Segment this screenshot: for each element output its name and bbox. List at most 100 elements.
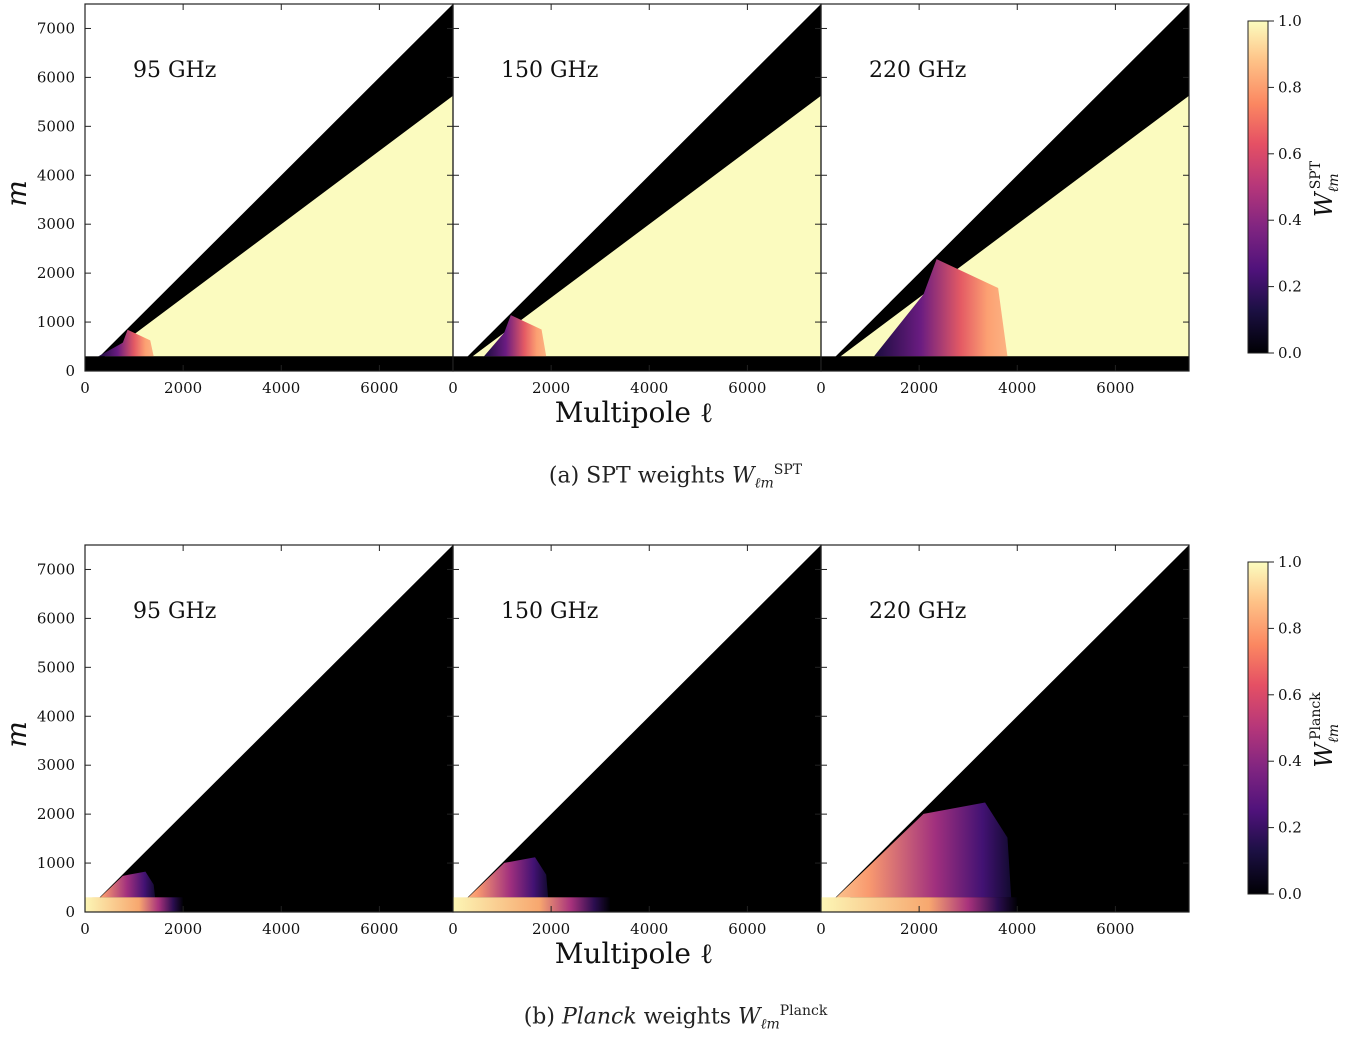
caption-b-symbol: W <box>737 1004 761 1030</box>
x-tick-label: 6000 <box>1096 920 1134 938</box>
x-tick-label: 2000 <box>164 920 202 938</box>
x-tick-label: 0 <box>448 920 458 938</box>
x-tick-label: 4000 <box>262 379 300 397</box>
transition-wedge <box>873 259 1008 357</box>
x-tick-label: 0 <box>448 379 458 397</box>
y-tick-label: 0 <box>65 903 75 921</box>
colorbar-tick-label: 0.8 <box>1278 78 1302 96</box>
caption-b-sup: Planck <box>779 1003 828 1019</box>
colorbar-label-text: WℓmPlanck <box>1308 692 1342 768</box>
y-tick-label: 6000 <box>37 609 75 627</box>
panel-label: 220 GHz <box>869 599 966 624</box>
y-tick-label: 1000 <box>37 313 75 331</box>
caption-b-sub: ℓm <box>760 1016 780 1033</box>
y-tick-label: 3000 <box>37 756 75 774</box>
colorbar-tick-label: 0.2 <box>1278 278 1302 296</box>
x-tick-label: 4000 <box>998 379 1036 397</box>
transition-wedge <box>821 802 1012 912</box>
transition-wedge <box>85 871 156 912</box>
y-tick-label: 2000 <box>37 805 75 823</box>
colorbar-label-symbol: W <box>1310 190 1338 217</box>
caption-b: (b) Planck weights WℓmPlanck <box>0 1003 1351 1034</box>
colorbar-tick-label: 1.0 <box>1278 12 1302 30</box>
colorbar-label-sub: ℓm <box>1326 724 1342 743</box>
panel-label: 150 GHz <box>501 599 598 624</box>
y-tick-label: 5000 <box>37 117 75 135</box>
x-tick-label: 6000 <box>360 920 398 938</box>
low-m-stripe <box>821 897 1018 912</box>
panel-frame <box>820 3 1190 372</box>
panel-label: 95 GHz <box>133 58 216 83</box>
caption-a-prefix: (a) SPT weights <box>548 463 732 489</box>
colorbar-tick-label: 0.6 <box>1278 686 1302 704</box>
transition-wedge <box>98 329 154 357</box>
low-m-stripe <box>453 356 821 371</box>
weight-region-high <box>821 95 1189 371</box>
y-tick-label: 4000 <box>37 166 75 184</box>
x-tick-label: 0 <box>816 379 826 397</box>
y-tick-label: 7000 <box>37 560 75 578</box>
colorbar-tick-label: 0.2 <box>1278 819 1302 837</box>
y-tick-label: 4000 <box>37 707 75 725</box>
y-tick-label: 6000 <box>37 68 75 86</box>
low-m-stripe <box>453 897 611 912</box>
x-axis-label: Multipole ℓ <box>555 937 713 970</box>
y-tick-label: 1000 <box>37 854 75 872</box>
x-tick-label: 6000 <box>728 379 766 397</box>
low-m-stripe <box>85 897 184 912</box>
x-tick-label: 4000 <box>998 920 1036 938</box>
colorbar-label-sub: ℓm <box>1326 173 1342 192</box>
transition-wedge <box>483 315 547 357</box>
colorbar-tick-label: 0.4 <box>1278 211 1302 229</box>
low-m-stripe <box>821 356 1189 371</box>
y-axis-label: m <box>0 180 33 207</box>
y-tick-label: 2000 <box>37 264 75 282</box>
x-tick-label: 4000 <box>630 379 668 397</box>
x-tick-label: 4000 <box>262 920 300 938</box>
colorbar <box>1247 20 1269 354</box>
caption-b-prefix: (b) <box>523 1004 562 1030</box>
colorbar-tick-label: 0.0 <box>1278 344 1302 362</box>
panel-frame <box>820 544 1190 913</box>
x-axis-label: Multipole ℓ <box>555 396 713 429</box>
x-tick-label: 2000 <box>532 920 570 938</box>
x-tick-label: 4000 <box>630 920 668 938</box>
colorbar-tick-label: 0.0 <box>1278 885 1302 903</box>
caption-a-sup: SPT <box>773 462 803 478</box>
mask-triangle <box>453 545 821 912</box>
colorbar-label: WℓmPlanck <box>1308 692 1342 768</box>
x-tick-label: 6000 <box>1096 379 1134 397</box>
x-tick-label: 0 <box>816 920 826 938</box>
x-tick-label: 2000 <box>900 379 938 397</box>
panel-label: 150 GHz <box>501 58 598 83</box>
x-tick-label: 6000 <box>728 920 766 938</box>
x-tick-label: 2000 <box>164 379 202 397</box>
x-tick-label: 2000 <box>532 379 570 397</box>
panel-label: 95 GHz <box>133 599 216 624</box>
y-tick-label: 7000 <box>37 19 75 37</box>
weight-region-high <box>453 95 821 371</box>
x-tick-label: 2000 <box>900 920 938 938</box>
x-tick-label: 0 <box>80 920 90 938</box>
caption-b-italic: Planck <box>561 1004 637 1030</box>
caption-a: (a) SPT weights WℓmSPT <box>0 462 1351 493</box>
mask-triangle <box>821 545 1189 912</box>
colorbar-tick-label: 0.6 <box>1278 145 1302 163</box>
y-tick-label: 5000 <box>37 658 75 676</box>
caption-b-mid: weights <box>636 1004 738 1030</box>
colorbar-label-symbol: W <box>1310 741 1338 768</box>
colorbar <box>1247 561 1269 895</box>
colorbar-label-sup: SPT <box>1308 160 1324 189</box>
colorbar-label-sup: Planck <box>1308 692 1324 740</box>
colorbar-tick-label: 0.8 <box>1278 619 1302 637</box>
colorbar-tick-label: 1.0 <box>1278 553 1302 571</box>
x-tick-label: 0 <box>80 379 90 397</box>
panel-label: 220 GHz <box>869 58 966 83</box>
colorbar-label-text: WℓmSPT <box>1308 160 1342 217</box>
y-axis-label: m <box>0 721 33 748</box>
caption-a-sub: ℓm <box>754 475 774 492</box>
low-m-stripe <box>85 356 453 371</box>
y-tick-label: 3000 <box>37 215 75 233</box>
colorbar-tick-label: 0.4 <box>1278 752 1302 770</box>
